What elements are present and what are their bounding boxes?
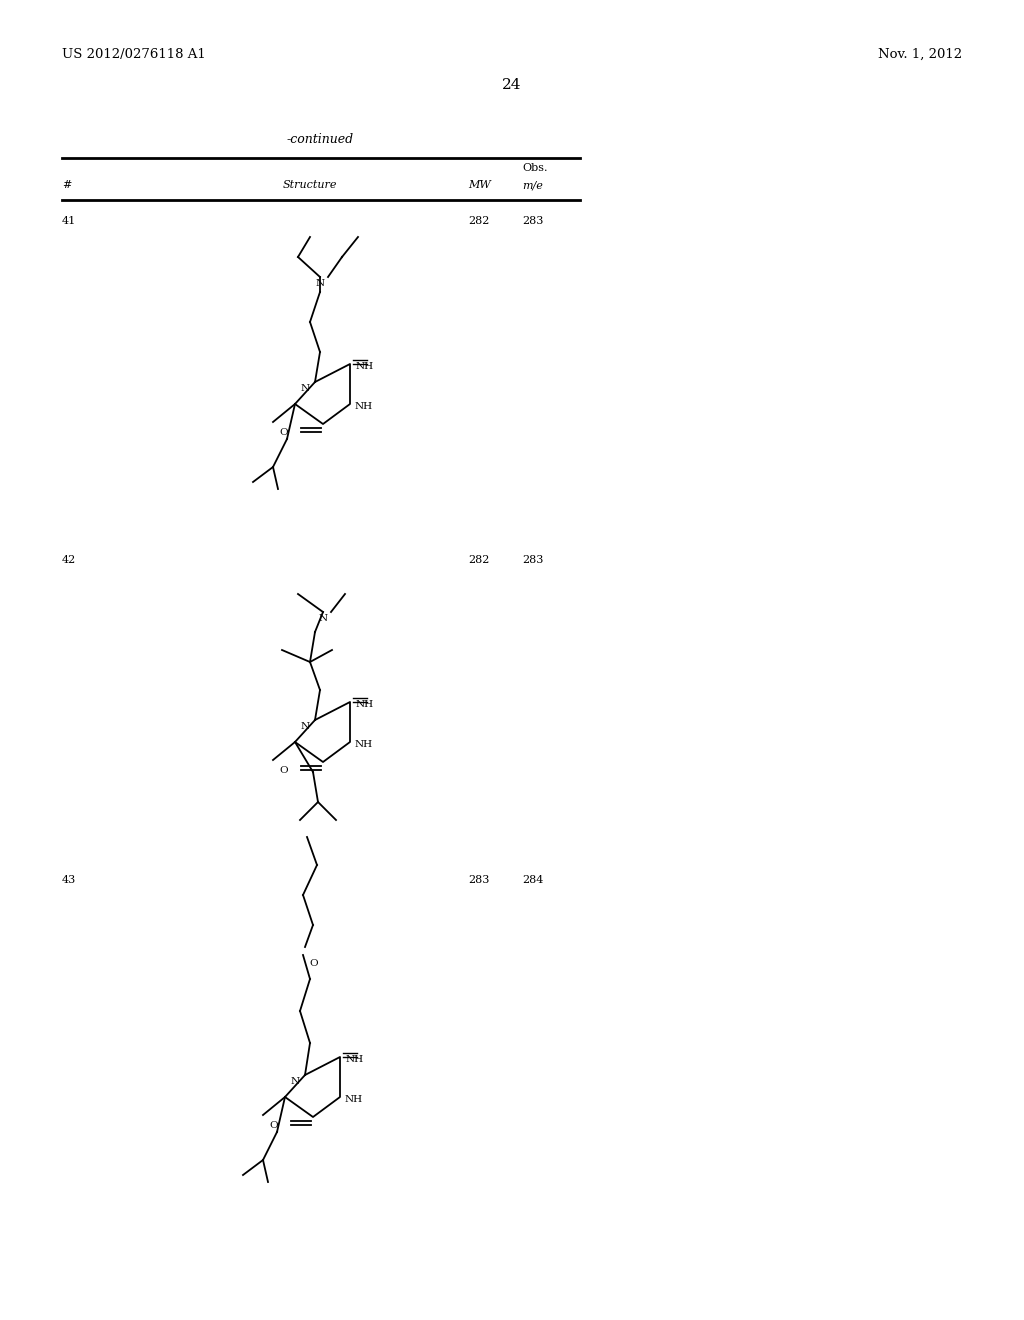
Text: NH: NH xyxy=(356,362,374,371)
Text: 283: 283 xyxy=(522,554,544,565)
Text: O: O xyxy=(269,1121,278,1130)
Text: N: N xyxy=(301,722,310,731)
Text: N: N xyxy=(319,614,328,623)
Text: N: N xyxy=(301,384,310,393)
Text: O: O xyxy=(279,428,288,437)
Text: 283: 283 xyxy=(522,216,544,226)
Text: 41: 41 xyxy=(62,216,76,226)
Text: MW: MW xyxy=(468,180,490,190)
Text: NH: NH xyxy=(356,700,374,709)
Text: N: N xyxy=(316,279,326,288)
Text: O: O xyxy=(279,766,288,775)
Text: Obs.: Obs. xyxy=(522,162,548,173)
Text: NH: NH xyxy=(345,1096,364,1104)
Text: O: O xyxy=(309,960,317,968)
Text: m/e: m/e xyxy=(522,180,543,190)
Text: US 2012/0276118 A1: US 2012/0276118 A1 xyxy=(62,48,206,61)
Text: -continued: -continued xyxy=(287,133,353,147)
Text: Structure: Structure xyxy=(283,180,337,190)
Text: 283: 283 xyxy=(468,875,489,884)
Text: 284: 284 xyxy=(522,875,544,884)
Text: 24: 24 xyxy=(502,78,522,92)
Text: NH: NH xyxy=(355,741,373,748)
Text: NH: NH xyxy=(346,1055,365,1064)
Text: 43: 43 xyxy=(62,875,76,884)
Text: N: N xyxy=(291,1077,300,1086)
Text: 282: 282 xyxy=(468,554,489,565)
Text: NH: NH xyxy=(355,403,373,411)
Text: #: # xyxy=(62,180,72,190)
Text: 42: 42 xyxy=(62,554,76,565)
Text: Nov. 1, 2012: Nov. 1, 2012 xyxy=(878,48,962,61)
Text: 282: 282 xyxy=(468,216,489,226)
